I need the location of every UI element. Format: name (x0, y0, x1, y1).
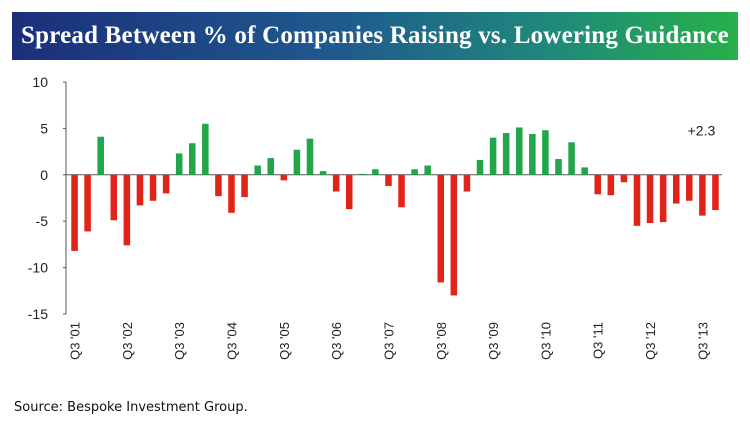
bar (437, 174, 445, 283)
bar (228, 174, 235, 213)
bar (306, 138, 314, 175)
bar (411, 169, 418, 175)
bar (372, 169, 379, 175)
x-tick-label: Q3 '03 (172, 322, 187, 360)
bar (149, 174, 157, 201)
y-tick-label: -5 (36, 213, 49, 229)
bar (476, 159, 484, 175)
bar (345, 174, 353, 210)
bar (123, 174, 131, 246)
source-note: Source: Bespoke Investment Group. (14, 400, 248, 415)
last-value-annotation: +2.3 (688, 122, 716, 138)
y-tick-label: -10 (28, 260, 48, 276)
bar (359, 173, 366, 175)
chart-title: Spread Between % of Companies Raising vs… (21, 22, 729, 49)
bar (620, 174, 628, 183)
bar (254, 165, 261, 175)
y-tick-label: 5 (40, 120, 48, 136)
title-banner: Spread Between % of Companies Raising vs… (12, 12, 738, 60)
bar (646, 174, 654, 224)
x-tick-label: Q3 '01 (68, 322, 83, 360)
bar (659, 174, 667, 223)
bar (267, 158, 275, 175)
bar (319, 171, 327, 175)
bar (293, 149, 301, 175)
bar (450, 174, 458, 296)
bar (97, 136, 104, 175)
bar (568, 142, 575, 175)
y-tick-label: 0 (40, 167, 48, 183)
bar (607, 174, 615, 196)
bar (712, 174, 719, 211)
bar (71, 174, 78, 251)
bar (202, 123, 209, 175)
y-tick-label: 10 (32, 74, 48, 90)
bar (385, 174, 392, 186)
x-tick-label: Q3 '08 (434, 322, 449, 360)
bar (502, 133, 510, 175)
bar (633, 174, 641, 226)
bar (136, 174, 144, 206)
bar (175, 153, 183, 175)
bar (672, 174, 680, 204)
x-tick-label: Q3 '06 (329, 322, 344, 360)
x-tick-label: Q3 '02 (120, 322, 135, 360)
bar (529, 133, 536, 175)
x-tick-label: Q3 '11 (591, 322, 606, 359)
bar (241, 174, 248, 198)
bar (215, 174, 222, 197)
bar (489, 137, 497, 175)
x-tick-label: Q3 '07 (381, 322, 396, 360)
y-tick-label: -15 (28, 306, 48, 322)
bar (515, 127, 523, 175)
bar (188, 143, 196, 175)
bar (332, 174, 340, 192)
x-tick-label: Q3 '09 (486, 322, 501, 360)
bar (555, 159, 562, 175)
bar (84, 174, 91, 232)
bar-chart: 10 5 0 -5 -10 -15 Q3 '01 Q3 '02 Q3 '03 Q3 '04 Q3 '… (28, 74, 722, 360)
x-tick-label: Q3 '05 (277, 322, 292, 360)
bar (280, 174, 288, 181)
bar (542, 130, 549, 175)
bar (594, 174, 602, 195)
bar (581, 167, 588, 175)
bar (398, 174, 405, 208)
bar (686, 174, 693, 201)
x-tick-label: Q3 '12 (643, 322, 658, 360)
bar (463, 174, 471, 192)
bar (424, 165, 431, 175)
bar (699, 174, 706, 216)
x-tick-label: Q3 '10 (538, 322, 553, 360)
x-tick-label: Q3 '04 (225, 322, 240, 360)
x-tick-label: Q3 '13 (695, 322, 710, 360)
bar (162, 174, 170, 194)
bar (110, 174, 118, 221)
